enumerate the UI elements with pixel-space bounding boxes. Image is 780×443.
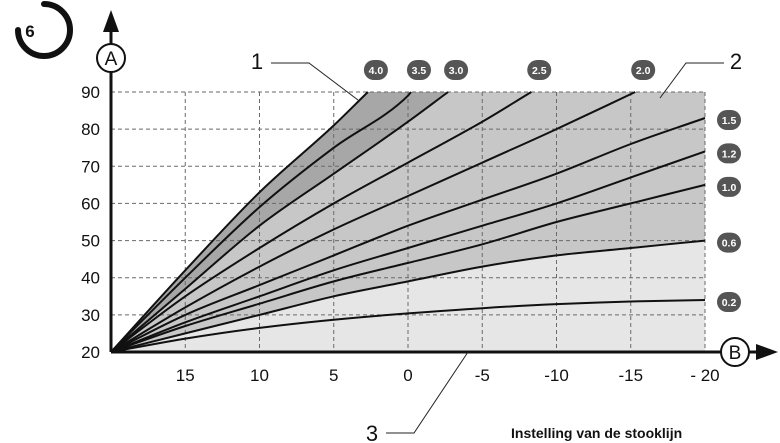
x-tick-label: 0 [403,366,412,385]
curve-label-text: 1.0 [722,182,737,194]
curve-label-text: 2.0 [636,65,651,77]
curve-label-2-5: 2.5 [527,60,552,80]
y-tick-label: 70 [81,157,100,176]
curve-label-badge [527,60,552,80]
curve-label-text: 0.6 [722,238,737,250]
callout-1: 1 [251,49,359,101]
callout-leader [659,62,724,99]
chart-caption: Instelling van de stooklijn [511,425,683,441]
y-axis-badge [96,43,126,73]
curve-label-badge [631,60,656,80]
x-axis-badge [720,337,750,367]
x-tick-label: -15 [618,366,643,385]
figure-number: 6 [25,22,34,41]
x-tick-label: 15 [176,366,195,385]
y-tick-label: 30 [81,306,100,325]
y-tick-label: 80 [81,120,100,139]
curve-label-text: 3.0 [449,65,464,77]
chart-axes: AB [96,10,778,367]
curve-label-badge [406,60,431,80]
y-tick-label: 20 [81,343,100,362]
curve-label-4-0: 4.0 [363,60,388,80]
curve-label-text: 1.5 [722,115,737,127]
x-tick-label: -10 [544,366,569,385]
curve-0-2 [110,299,706,353]
x-tick-label: - 20 [690,366,719,385]
curve-label-0-6: 0.6 [717,232,741,253]
curve-label-badge [717,110,741,130]
callout-2: 2 [659,49,742,99]
x-axis-arrow [756,344,778,360]
curve-2-0 [110,91,636,353]
y-tick-label: 60 [81,194,100,213]
curve-label-badge [444,60,469,80]
curve-label-text: 1.2 [722,148,737,160]
callout-leader [271,62,359,101]
x-tick-label: 5 [329,366,338,385]
curve-label-0-2: 0.2 [717,292,741,312]
curve-label-text: 2.5 [532,65,547,77]
figure-number-badge: 6 [15,1,73,59]
x-axis-letter: B [729,343,742,364]
x-tick-label: -5 [475,366,490,385]
callout-number: 2 [730,49,742,74]
chart-curves [110,91,706,353]
curve-label-text: 3.5 [412,65,427,77]
curve-label-1-0: 1.0 [717,176,741,197]
y-tick-label: 40 [81,269,100,288]
callout-3: 3 [366,351,469,443]
y-tick-label: 90 [81,83,100,102]
callout-number: 1 [251,49,263,74]
callouts: 1 2 3 [251,49,742,443]
curve-labels: 4.0 3.5 3.0 2.5 2.0 1.5 1.2 1.0 0.6 0.2 [363,60,741,312]
curve-label-3-5: 3.5 [406,60,431,80]
curve-1-2 [110,150,706,353]
curve-label-badge [363,60,388,80]
curve-1-5 [110,117,706,353]
curve-1-0 [110,183,706,353]
x-tick-label: 10 [250,366,269,385]
curve-label-3-0: 3.0 [444,60,469,80]
curve-label-badge [717,292,741,312]
curve-3-0 [110,91,449,353]
curve-3-5 [110,91,412,353]
curve-0-6 [110,239,706,353]
curve-label-1-5: 1.5 [717,110,741,130]
curve-label-badge [717,232,741,253]
y-axis-letter: A [105,49,118,70]
curve-2-5 [110,91,532,353]
curve-label-badge [717,176,741,197]
curve-label-2-0: 2.0 [631,60,656,80]
curve-label-text: 0.2 [722,297,737,309]
y-tick-label: 50 [81,232,100,251]
curve-4-0 [110,91,369,353]
curve-label-1-2: 1.2 [717,143,741,164]
y-axis-arrow [103,10,119,32]
curve-label-text: 4.0 [369,65,384,77]
callout-number: 3 [366,421,378,443]
callout-leader [386,351,469,434]
curve-label-badge [717,143,741,164]
